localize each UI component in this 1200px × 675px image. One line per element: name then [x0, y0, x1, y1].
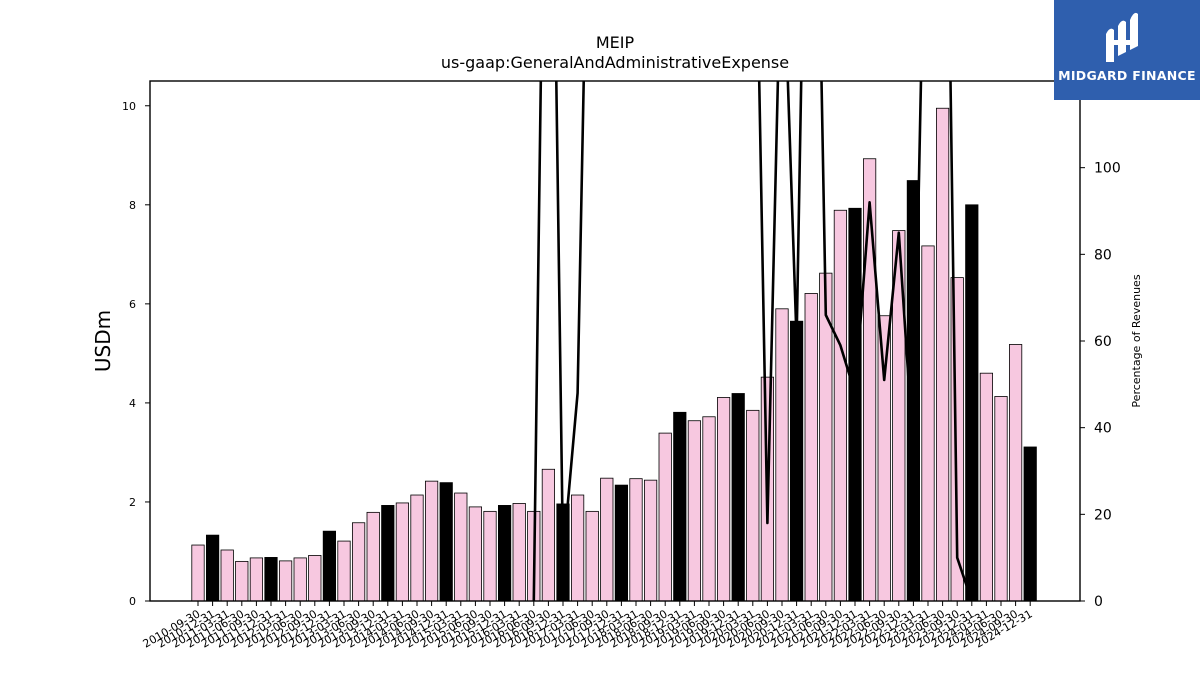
bar-2014-09-30	[424, 480, 439, 602]
bar-2017-06-30	[585, 510, 599, 602]
bar-2024-12-31	[1023, 446, 1037, 602]
bar-2014-12-31	[439, 482, 453, 602]
bar-2019-03-31	[687, 420, 702, 602]
bar-2017-03-31	[571, 494, 585, 602]
bar-2019-09-30	[717, 397, 731, 602]
bar-2018-12-31	[673, 411, 687, 602]
y2-tick-label: 20	[1094, 507, 1112, 523]
bar-2024-09-30	[1009, 344, 1023, 602]
bar-2014-06-30	[410, 494, 424, 602]
bar-2012-12-31	[322, 530, 337, 602]
y-axis-label: USDm	[91, 310, 115, 372]
bar-2013-06-30	[351, 522, 366, 602]
bar-2011-06-30	[235, 560, 249, 602]
bar-2019-12-31	[731, 393, 745, 602]
bar-2021-09-30	[833, 209, 848, 602]
bar-2013-09-30	[366, 511, 380, 602]
bar-2017-12-31	[614, 484, 629, 602]
pct-line-segment	[532, 81, 586, 601]
bar-2023-03-31	[921, 245, 935, 602]
bar-2012-06-30	[293, 557, 307, 602]
y2-tick-label: 40	[1094, 421, 1112, 437]
brand-logo: MIDGARD FINANCE	[1054, 0, 1200, 100]
bar-2020-03-31	[746, 409, 760, 602]
bar-2018-06-30	[644, 479, 658, 602]
bar-2023-12-31	[965, 204, 979, 602]
bar-2015-12-31	[497, 505, 512, 602]
bar-2024-03-31	[979, 372, 994, 602]
y-tick-label: 8	[129, 199, 136, 212]
y2-axis-label: Percentage of Revenues	[1130, 274, 1143, 407]
bar-2020-12-31	[790, 320, 804, 602]
bar-2015-06-30	[468, 506, 483, 602]
y2-tick-label: 60	[1094, 334, 1112, 350]
bar-2023-06-30	[936, 107, 950, 602]
bar-2022-03-31	[863, 158, 877, 602]
bar-2011-09-30	[249, 557, 263, 602]
y2-tick-label: 100	[1094, 161, 1121, 177]
y-tick-label: 2	[129, 496, 136, 509]
midgard-logo-icon	[1106, 12, 1138, 63]
bar-2017-09-30	[600, 477, 614, 602]
axes-layer: 02468100204060801002010-09-302010-12-312…	[122, 80, 1121, 651]
bar-2011-12-31	[264, 557, 278, 602]
bar-2021-03-31	[804, 293, 818, 602]
bar-2016-09-30	[541, 468, 556, 602]
bar-2015-09-30	[483, 510, 497, 602]
bar-2013-03-31	[337, 540, 351, 602]
chart-title: MEIP	[596, 33, 635, 52]
y-tick-label: 0	[129, 595, 136, 608]
bar-2020-09-30	[775, 308, 789, 602]
bars-layer	[191, 107, 1037, 602]
bar-2024-06-30	[994, 396, 1008, 602]
bar-2010-09-30	[191, 544, 205, 602]
bar-2014-03-31	[395, 502, 410, 602]
bar-2012-03-31	[278, 560, 293, 602]
bar-2013-12-31	[381, 505, 395, 602]
chart-subtitle: us-gaap:GeneralAndAdministrativeExpense	[441, 53, 789, 72]
line-layer	[532, 81, 974, 601]
y-tick-label: 4	[129, 397, 136, 410]
y-tick-label: 10	[122, 100, 136, 113]
bar-2018-03-31	[629, 478, 643, 602]
y-tick-label: 6	[129, 298, 136, 311]
bar-2011-03-31	[220, 549, 234, 602]
y2-tick-label: 0	[1094, 594, 1103, 610]
bar-2019-06-30	[702, 416, 716, 602]
y2-tick-label: 80	[1094, 247, 1112, 263]
bar-2022-06-30	[877, 315, 891, 602]
bar-2021-12-31	[848, 207, 862, 602]
bar-2016-03-31	[512, 503, 526, 602]
bar-2012-09-30	[308, 555, 322, 602]
brand-name: MIDGARD FINANCE	[1058, 68, 1196, 83]
bar-2018-09-30	[658, 432, 672, 602]
bar-2010-12-31	[205, 534, 220, 602]
bar-2015-03-31	[454, 492, 468, 602]
pct-line-segment	[757, 81, 974, 601]
